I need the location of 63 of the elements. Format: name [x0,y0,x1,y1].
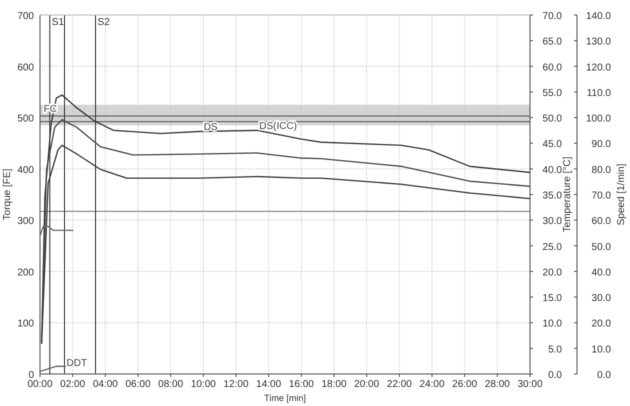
y-axis-title: Torque [FE] [2,168,13,220]
y3-tick-label: 30.0 [592,293,612,304]
y3-tick-label: 100.0 [586,114,612,125]
y3-tick-label: 90.0 [592,139,612,150]
y-tick-label: 400 [17,164,34,176]
x-tick-label: 18:00 [321,379,347,390]
y3-tick-label: 110.0 [586,88,612,99]
y2-tick-label: 70.0 [542,11,562,22]
x-tick-label: 28:00 [484,379,510,390]
y-tick-label: 300 [17,216,34,228]
y3-tick-label: 50.0 [592,242,612,253]
y3-tick-label: 140.0 [586,11,612,22]
y2-tick-label: 5.0 [548,344,562,356]
x-tick-label: 12:00 [223,379,249,390]
y2-tick-label: 50.0 [542,114,562,125]
y2-tick-label: 0.0 [548,370,562,381]
y2-tick-label: 55.0 [542,88,562,99]
y2-tick-label: 35.0 [542,190,562,202]
x-tick-label: 16:00 [288,379,314,390]
y3-tick-label: 80.0 [592,164,612,176]
y2-tick-label: 45.0 [542,139,562,150]
y3-tick-label: 40.0 [592,267,612,278]
ref-line-label: S1 [52,17,64,28]
y2-tick-label: 25.0 [542,242,562,253]
annotation: DS(ICC) [259,120,298,132]
ref-line-label: S2 [98,17,110,28]
y3-axis-title: Speed [1/min] [616,163,627,226]
y3-tick-label: 20.0 [592,318,612,330]
y-tick-label: 700 [17,11,34,22]
y2-tick-label: 60.0 [542,62,562,74]
x-tick-label: 24:00 [419,379,445,390]
y2-tick-label: 65.0 [542,36,562,48]
x-tick-label: 26:00 [452,379,478,390]
x-tick-label: 08:00 [158,379,184,390]
x-tick-label: 02:00 [60,379,86,390]
y3-tick-label: 130.0 [586,36,612,48]
y3-tick-label: 60.0 [592,216,612,228]
y2-tick-label: 30.0 [542,216,562,228]
x-tick-label: 06:00 [125,379,151,390]
y2-axis-title: Temperature [°C] [562,156,573,232]
y-tick-label: 500 [17,114,34,125]
x-tick-label: 20:00 [354,379,380,390]
y-tick-label: 100 [17,318,34,330]
y2-tick-label: 40.0 [542,164,562,176]
y3-tick-label: 0.0 [597,370,612,381]
y3-tick-label: 10.0 [592,344,612,356]
y2-tick-label: 15.0 [542,293,562,304]
y-tick-label: 0 [28,370,34,381]
x-tick-label: 04:00 [92,379,118,390]
y2-tick-label: 10.0 [542,318,562,330]
y-tick-label: 600 [17,62,34,74]
y2-tick-label: 20.0 [542,267,562,278]
y3-tick-label: 70.0 [592,190,612,202]
x-tick-label: 14:00 [256,379,282,390]
y-tick-label: 200 [17,267,34,278]
annotation: DS [204,122,218,133]
x-axis-title: Time [min] [264,393,306,403]
annotation: DDT [66,358,88,369]
x-tick-label: 10:00 [190,379,216,390]
y3-tick-label: 120.0 [586,62,612,74]
x-tick-label: 00:00 [27,379,53,390]
x-tick-label: 30:00 [517,379,543,390]
x-tick-label: 22:00 [386,379,412,390]
